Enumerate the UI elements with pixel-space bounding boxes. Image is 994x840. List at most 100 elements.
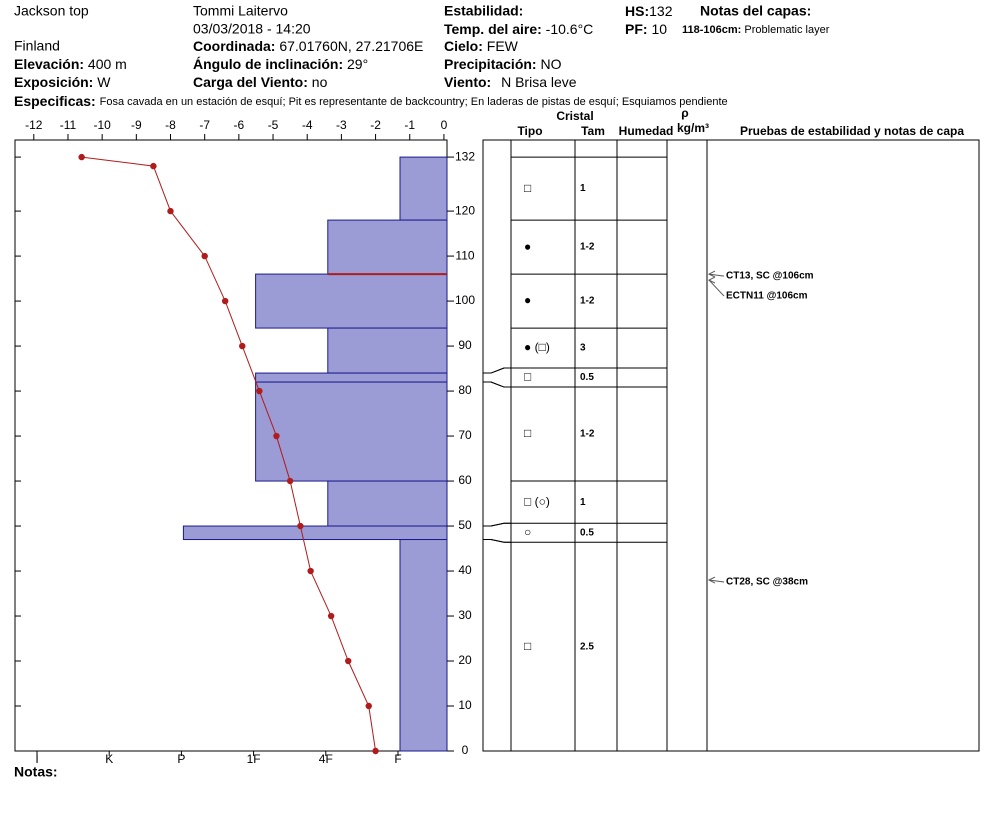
y-tick-label: 40 — [458, 563, 472, 577]
grain-type: □ — [524, 426, 531, 440]
hardness-bar — [182, 525, 448, 541]
y-tick-label: 20 — [458, 653, 472, 667]
y-tick-label: 60 — [458, 473, 472, 487]
value: NO — [540, 56, 561, 72]
temperature-point — [286, 477, 294, 485]
x-tick-label: -4 — [302, 118, 313, 132]
column-header: kg/m³ — [677, 121, 709, 135]
fan-line — [483, 367, 511, 374]
label: Cielo: — [444, 38, 483, 54]
column-header: Pruebas de estabilidad y notas de capa — [740, 124, 964, 138]
test-label: ECTN11 @106cm — [726, 291, 808, 302]
x-tick-label: 0 — [441, 118, 448, 132]
grain-size: 1 — [580, 497, 586, 508]
fan-line — [483, 522, 511, 527]
wind: Viento: N Brisa leve — [444, 74, 577, 90]
aspect: Exposición: W — [14, 74, 111, 90]
grain-type: ● (□) — [524, 340, 550, 354]
stability-label: Estabilidad: — [444, 3, 523, 19]
value: 67.01760N, 27.21706E — [279, 38, 423, 54]
grain-size: 3 — [580, 343, 586, 354]
datetime: 03/03/2018 - 14:20 — [193, 21, 311, 37]
y-tick-label: 110 — [455, 248, 474, 262]
arrow-head — [707, 270, 716, 278]
notes-label: Notas: — [14, 764, 58, 780]
column-header: Humedad — [619, 124, 674, 138]
wind-load: Carga del Viento: no — [193, 74, 328, 90]
hardness-label: 4F — [319, 752, 333, 766]
temperature-point — [201, 252, 208, 260]
test-arrow — [708, 273, 725, 277]
value: no — [312, 74, 328, 90]
fan-line — [483, 539, 511, 543]
y-tick-label: 90 — [458, 338, 472, 352]
grain-type: ○ — [524, 525, 531, 539]
label: Exposición: — [14, 74, 93, 90]
grain-type: ● — [524, 293, 531, 307]
value: FEW — [487, 38, 519, 54]
value: N Brisa leve — [501, 74, 577, 90]
y-tick-label: 100 — [455, 293, 475, 307]
y-tick-label: 30 — [458, 608, 472, 622]
x-tick-label: -11 — [60, 118, 77, 132]
value: 29° — [347, 56, 368, 72]
grain-type: □ — [524, 370, 531, 384]
temperature-point — [327, 612, 335, 620]
grain-size: 1 — [580, 183, 586, 194]
grain-size: 2.5 — [580, 641, 594, 652]
slope: Ángulo de inclinación: 29° — [193, 56, 368, 72]
layer-notes-label: Notas del capas: — [700, 3, 811, 19]
grain-type: □ (○) — [524, 494, 550, 508]
hardness-label: K — [105, 752, 113, 766]
x-tick-label: -10 — [93, 118, 111, 132]
hardness-bar — [399, 539, 448, 752]
grain-size: 1-2 — [580, 429, 595, 440]
y-tick-label: 0 — [462, 743, 469, 757]
temperature-point — [372, 747, 379, 755]
site: Jackson top — [14, 3, 89, 19]
value: -10.6°C — [546, 21, 594, 37]
label: HS: — [625, 3, 649, 19]
location: Finland — [14, 38, 60, 54]
label: Ángulo de inclinación: — [193, 56, 343, 72]
x-tick-label: -5 — [268, 118, 279, 132]
temperature-point — [150, 162, 157, 170]
x-tick-label: -1 — [404, 118, 415, 132]
y-tick-label: 50 — [458, 518, 472, 532]
hardness-bar — [255, 372, 448, 383]
label: Carga del Viento: — [193, 74, 308, 90]
x-tick-label: -8 — [165, 118, 176, 132]
label: Especificas: — [14, 93, 96, 109]
temperature-point — [273, 432, 280, 440]
value: W — [97, 74, 111, 90]
y-tick-label: 10 — [458, 698, 472, 712]
specifics: Especificas: Fosa cavada en un estación … — [14, 93, 728, 109]
grain-type: ● — [524, 239, 531, 253]
value: 132 — [649, 3, 673, 19]
grain-size: 1-2 — [580, 242, 595, 253]
hs: HS:132 — [625, 3, 673, 19]
label: Precipitación: — [444, 56, 537, 72]
temperature-point — [167, 207, 174, 215]
hardness-bar — [399, 156, 448, 221]
temperature-point — [307, 567, 314, 575]
temperature-point — [221, 297, 229, 305]
grain-type: □ — [524, 181, 531, 195]
test-label: CT13, SC @106cm — [726, 271, 814, 282]
hardness-bar — [327, 480, 448, 527]
hardness-bar — [327, 327, 448, 374]
pf: PF: 10 — [625, 21, 667, 37]
value: 10 — [651, 21, 667, 37]
hardness-label: F — [394, 752, 401, 766]
x-tick-label: -2 — [370, 118, 381, 132]
hardness-label: P — [177, 752, 185, 766]
hardness-label: 1F — [247, 752, 261, 766]
column-header: Tam — [581, 124, 605, 138]
label: Coordinada: — [193, 38, 275, 54]
column-header: Cristal — [556, 109, 593, 123]
hardness-bar — [327, 219, 448, 275]
temperature-point — [365, 702, 372, 710]
sky: Cielo: FEW — [444, 38, 519, 54]
hardness-label: I — [35, 752, 38, 766]
